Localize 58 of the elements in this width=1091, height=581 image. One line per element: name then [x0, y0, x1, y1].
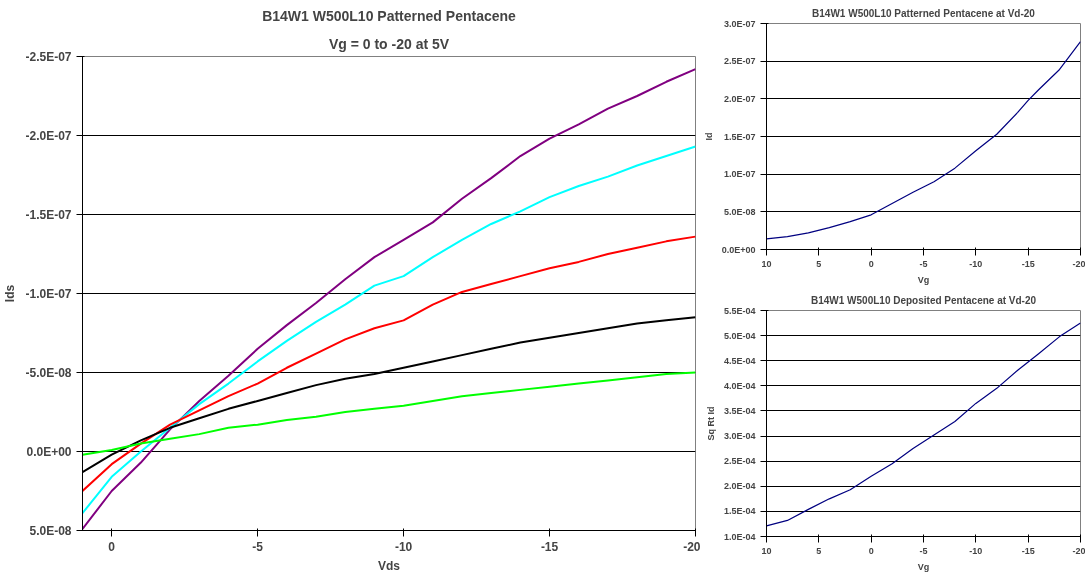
y-tick-label: 4.0E-04: [723, 380, 756, 391]
y-tick-label: 4.5E-04: [723, 355, 756, 366]
x-tick-label: 10: [761, 258, 772, 269]
chart-title: B14W1 W500L10 Patterned Pentacene at Vd-20: [812, 7, 1036, 19]
x-tick-label: 0: [868, 545, 874, 556]
y-tick-label: -2.0E-07: [25, 128, 72, 143]
y-tick-label: 3.5E-04: [723, 405, 756, 416]
x-tick-label: -5: [919, 545, 928, 556]
y-tick-label: 2.5E-07: [723, 56, 756, 67]
y-tick-label: 1.5E-07: [723, 131, 756, 142]
y-tick-label: 5.0E-08: [723, 206, 756, 217]
y-axis-title: Id: [703, 132, 714, 141]
line-series: [82, 371, 696, 456]
y-tick-label: 3.0E-07: [723, 18, 756, 29]
y-tick-label: 5.0E-04: [723, 330, 756, 341]
y-tick-label: -1.0E-07: [25, 286, 72, 301]
chart-title: B14W1 W500L10 Deposited Pentacene at Vd-20: [810, 294, 1037, 306]
x-tick-label: 10: [761, 545, 772, 556]
x-tick-label: 0: [108, 539, 116, 554]
y-tick-label: 5.0E-08: [29, 523, 72, 538]
line-series: [82, 145, 696, 515]
chart-title: B14W1 W500L10 Patterned Pentacene: [262, 7, 517, 24]
y-tick-label: -2.5E-07: [25, 49, 72, 64]
x-tick-label: -20: [683, 539, 701, 554]
y-tick-label: 3.0E-04: [723, 431, 756, 442]
y-tick-label: 0.0E+00: [26, 444, 72, 459]
x-tick-label: -10: [394, 539, 413, 554]
x-tick-label: -15: [1021, 258, 1035, 269]
y-tick-label: -5.0E-08: [25, 365, 72, 380]
line-series: [766, 322, 1081, 527]
chart-subtitle: Vg = 0 to -20 at 5V: [328, 35, 450, 52]
x-tick-label: -15: [540, 539, 559, 554]
y-tick-label: 1.0E-07: [723, 169, 756, 180]
y-axis-title: Ids: [3, 284, 18, 303]
y-tick-label: 5.5E-04: [723, 305, 756, 316]
x-tick-label: 5: [816, 258, 822, 269]
x-tick-label: 0: [868, 258, 874, 269]
x-axis-title: Vds: [378, 558, 401, 573]
x-tick-label: -15: [1021, 545, 1035, 556]
y-tick-label: -1.5E-07: [25, 207, 72, 222]
x-tick-label: -5: [919, 258, 928, 269]
x-tick-label: -10: [969, 258, 983, 269]
line-series: [766, 40, 1081, 240]
x-tick-label: -20: [1072, 545, 1086, 556]
x-axis-title: Vg: [917, 561, 930, 572]
y-tick-label: 2.0E-07: [723, 93, 756, 104]
y-tick-label: 0.0E+00: [721, 244, 756, 255]
x-tick-label: -5: [252, 539, 264, 554]
x-tick-label: -20: [1072, 258, 1086, 269]
y-tick-label: 1.5E-04: [723, 506, 756, 517]
y-tick-label: 1.0E-04: [723, 531, 756, 542]
y-tick-label: 2.5E-04: [723, 456, 756, 467]
line-series: [82, 235, 696, 492]
x-tick-label: -10: [969, 545, 983, 556]
x-axis-title: Vg: [917, 274, 930, 285]
y-axis-title: Sq Rt Id: [705, 406, 716, 441]
y-tick-label: 2.0E-04: [723, 481, 756, 492]
x-tick-label: 5: [816, 545, 822, 556]
